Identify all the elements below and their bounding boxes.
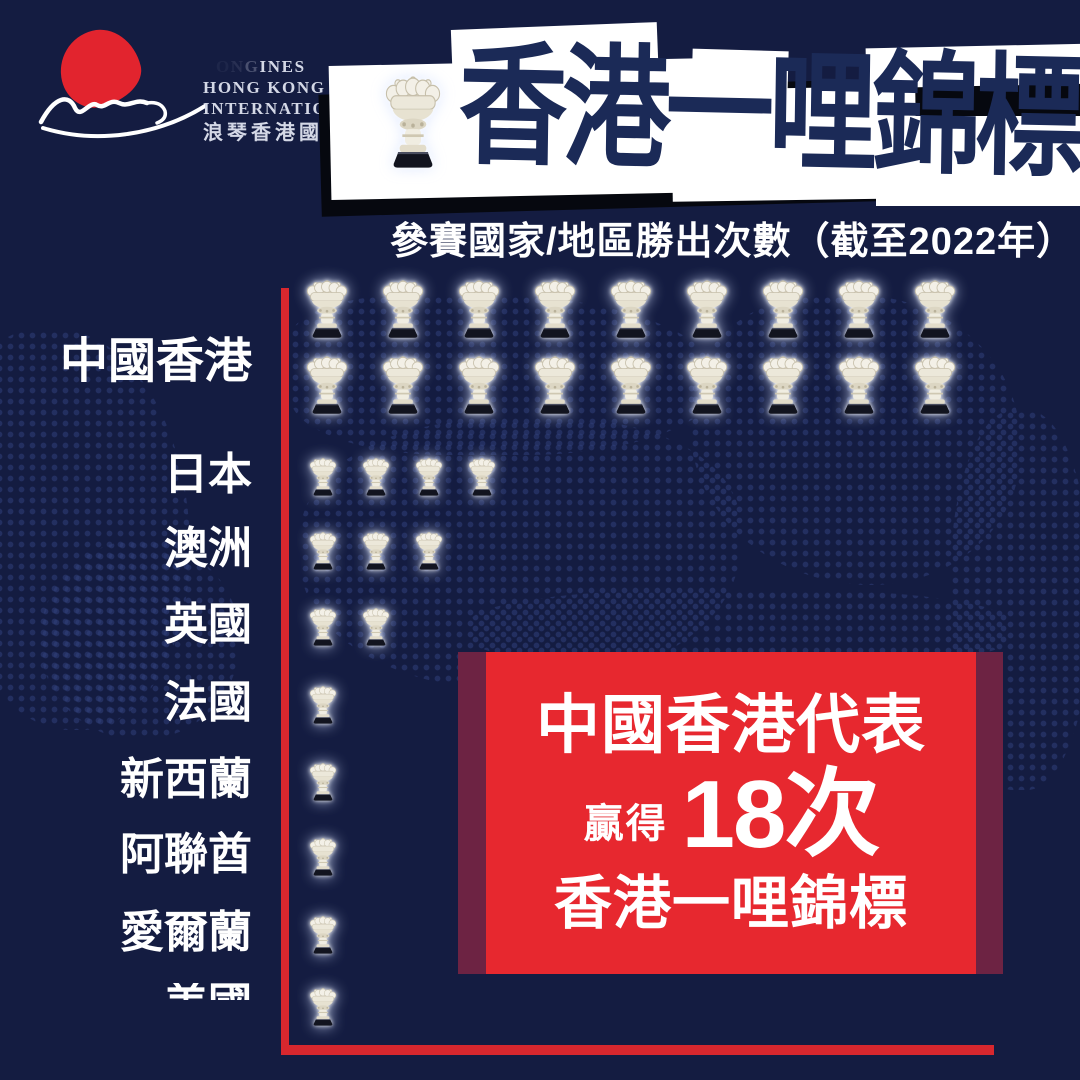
highlight-callout: 中國香港代表 贏得 18次 香港一哩錦標 <box>486 652 976 974</box>
map-dots-region <box>40 540 240 740</box>
trophy-icon <box>686 279 728 338</box>
row-label-clip: 美國 <box>0 983 252 1000</box>
logo-brand-letter: N <box>267 57 282 76</box>
trophy-icon <box>458 355 500 414</box>
row-label-1: 日本 <box>164 450 252 499</box>
logo-brand-letter: S <box>294 57 306 76</box>
trophy-icon <box>382 279 424 338</box>
trophy-icon <box>914 355 956 414</box>
row-label-4: 法國 <box>164 678 252 727</box>
trophy-icon <box>914 279 956 338</box>
trophy-icon <box>838 279 880 338</box>
row-label-5: 新西蘭 <box>120 755 252 804</box>
trophy-icon <box>468 457 496 496</box>
row-label-6: 阿聯酋 <box>120 830 252 879</box>
logo-brand-letter: O <box>215 57 231 76</box>
logo-brand-letter: I <box>259 57 268 76</box>
row-label-2: 澳洲 <box>164 524 252 573</box>
trophy-icon <box>309 762 337 801</box>
row-label-3: 英國 <box>164 600 252 649</box>
trophy-icon <box>362 607 390 646</box>
trophy-icon <box>309 531 337 570</box>
trophy-icon <box>415 531 443 570</box>
trophy-icon <box>838 355 880 414</box>
trophy-icon <box>686 355 728 414</box>
callout-line3: 香港一哩錦標 <box>553 871 908 936</box>
logo-brand-letter: G <box>244 57 260 76</box>
trophy-icon <box>306 279 348 338</box>
row-label-8: 美國 <box>0 983 252 1000</box>
chart-axis-horizontal <box>281 1045 994 1055</box>
trophy-icon <box>309 987 337 1026</box>
trophy-icon <box>362 457 390 496</box>
logo-brand-longines: LONGINES <box>203 56 439 77</box>
trophy-icon <box>458 279 500 338</box>
callout-won-label: 贏得 <box>583 802 668 846</box>
trophy-icon <box>415 457 443 496</box>
callout-win-count: 18次 <box>681 761 881 868</box>
trophy-icon <box>309 457 337 496</box>
trophy-icon <box>534 279 576 338</box>
trophy-icon <box>610 355 652 414</box>
trophy-icon <box>309 915 337 954</box>
chart-subtitle: 參賽國家/地區勝出次數（截至2022年） <box>390 221 1076 263</box>
banner-white-band <box>876 116 1080 206</box>
logo-brand-letter: E <box>281 57 295 76</box>
trophy-icon <box>309 685 337 724</box>
row-label-7: 愛爾蘭 <box>120 908 252 957</box>
trophy-icon <box>534 355 576 414</box>
trophy-icon <box>362 531 390 570</box>
trophy-icon <box>762 355 804 414</box>
callout-line1: 中國香港代表 <box>536 689 926 761</box>
horse-swirl-icon <box>38 97 207 139</box>
trophy-icon <box>610 279 652 338</box>
trophy-icon <box>306 355 348 414</box>
trophy-icon <box>309 607 337 646</box>
trophy-icon <box>309 837 337 876</box>
trophy-icon <box>762 279 804 338</box>
row-label-0: 中國香港 <box>59 335 252 388</box>
logo-line-hong-kong: HONG KONG <box>203 78 326 97</box>
callout-line2: 贏得 18次 <box>583 761 881 868</box>
chart-axis-vertical <box>281 288 289 1055</box>
trophy-icon <box>382 355 424 414</box>
logo-brand-letter: N <box>230 57 245 76</box>
